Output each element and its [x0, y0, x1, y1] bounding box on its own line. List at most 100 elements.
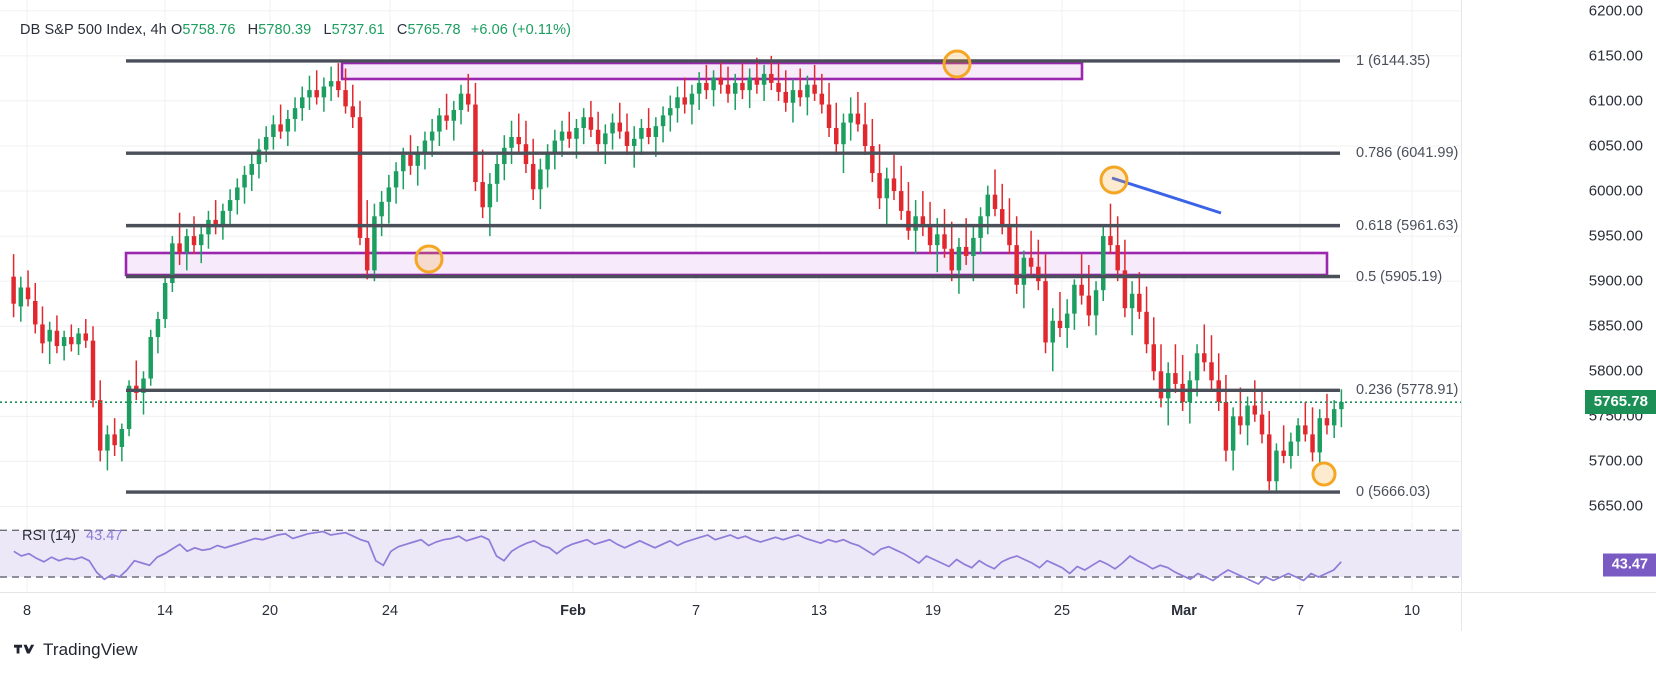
- candle-body: [170, 243, 175, 283]
- lower-demand-zone: [124, 251, 1329, 277]
- candle-body: [992, 194, 998, 210]
- descending-trendline: [1111, 176, 1222, 215]
- candle-body: [379, 201, 384, 217]
- candle-body: [11, 276, 16, 304]
- legend-open-label: O: [170, 22, 183, 38]
- candle-body: [141, 378, 146, 393]
- candle-body: [54, 330, 60, 347]
- candle-body: [1144, 311, 1149, 345]
- candle-body: [119, 428, 125, 448]
- candle-body: [1072, 284, 1077, 314]
- time-axis-tick: 10: [1403, 603, 1421, 619]
- candle-body: [1223, 401, 1229, 451]
- candle-body: [1158, 371, 1164, 399]
- candle-body: [18, 287, 24, 307]
- candle-body: [422, 140, 428, 154]
- candle-body: [177, 243, 182, 253]
- rsi-value-tag[interactable]: 43.47: [1602, 553, 1656, 577]
- candle-body: [855, 113, 861, 125]
- candle-body: [826, 104, 832, 128]
- candle-body: [509, 136, 514, 148]
- candle-body: [1324, 418, 1330, 426]
- candle-body: [1043, 281, 1048, 343]
- marker-lower-high: [1099, 165, 1129, 195]
- time-axis[interactable]: 8 14 20 24 Feb 7 13 19 25 Mar 7 10: [0, 592, 1461, 631]
- candle-body: [1238, 416, 1243, 426]
- candle-body: [1339, 401, 1344, 410]
- candle-body: [949, 248, 954, 271]
- candle-body: [33, 301, 38, 325]
- fib-label-0-618: 0.618 (5961.63): [1356, 217, 1459, 234]
- candle-body: [1028, 257, 1034, 267]
- candle-body: [350, 106, 356, 118]
- candle-body: [718, 77, 724, 85]
- tradingview-logo-icon: [14, 644, 35, 654]
- candle-body: [639, 127, 644, 139]
- price-axis-tick: 6150.00: [1588, 47, 1643, 65]
- candle-body: [646, 127, 651, 137]
- candle-body: [963, 246, 969, 256]
- rsi-label[interactable]: RSI (14): [22, 528, 76, 544]
- candle-body: [1303, 425, 1308, 435]
- candle-body: [530, 164, 536, 190]
- candle-body: [631, 138, 637, 146]
- time-axis-tick: 7: [1295, 603, 1305, 619]
- rsi-band-fill: [0, 530, 1461, 577]
- candle-body: [906, 210, 911, 231]
- current-price-tag[interactable]: 5765.78: [1584, 390, 1656, 415]
- rsi-pane[interactable]: [0, 521, 1461, 591]
- candle-body: [1266, 434, 1272, 482]
- price-axis-tick: 5650.00: [1588, 497, 1643, 515]
- price-chart-svg[interactable]: [0, 0, 1461, 520]
- candle-body: [249, 164, 254, 175]
- candle-body: [437, 115, 442, 132]
- fib-label-0-5: 0.5 (5905.19): [1356, 268, 1443, 285]
- candle-body: [725, 84, 731, 94]
- candle-body: [769, 73, 774, 83]
- candle-body: [328, 81, 334, 87]
- candle-body: [1086, 295, 1092, 316]
- candle-body: [935, 234, 940, 246]
- candle-body: [307, 90, 312, 98]
- candle-body: [797, 90, 803, 98]
- candle-body: [552, 140, 558, 154]
- candle-body: [732, 82, 738, 94]
- time-axis-tick: Feb: [560, 603, 586, 619]
- legend-change: +6.06 (+0.11%): [470, 22, 572, 38]
- candle-body: [668, 108, 673, 116]
- candle-body: [25, 287, 31, 300]
- candle-body: [812, 84, 817, 94]
- rsi-chart-svg[interactable]: [0, 521, 1461, 591]
- price-axis-tick: 5900.00: [1588, 272, 1643, 290]
- candle-body: [235, 187, 240, 201]
- legend-high-label: H: [247, 22, 259, 38]
- candle-body: [1137, 293, 1142, 312]
- candle-body: [1331, 409, 1337, 426]
- time-axis-tick: Mar: [1171, 603, 1197, 619]
- candle-body: [761, 73, 767, 85]
- candle-body: [465, 93, 471, 105]
- legend-symbol[interactable]: DB S&P 500 Index, 4h: [20, 22, 167, 38]
- candle-body: [891, 178, 897, 192]
- candle-body: [574, 127, 579, 139]
- candle-body: [660, 115, 666, 127]
- time-axis-tick: 25: [1053, 603, 1071, 619]
- legend-close-value: 5765.78: [407, 22, 461, 38]
- price-axis-tick: 6000.00: [1588, 182, 1643, 200]
- candle-body: [747, 77, 752, 91]
- candle-body: [1057, 320, 1063, 329]
- candle-body: [1122, 270, 1128, 309]
- chart-legend: DB S&P 500 Index, 4h O5758.76 H5780.39 L…: [20, 22, 571, 38]
- price-pane[interactable]: [0, 0, 1461, 520]
- candle-body: [227, 200, 233, 211]
- candle-body: [834, 127, 839, 145]
- price-axis[interactable]: 6200.00 6150.00 6100.00 6050.00 6000.00 5950.…: [1461, 0, 1656, 591]
- candle-body: [408, 155, 413, 166]
- candle-body: [689, 93, 695, 105]
- candle-body: [451, 109, 457, 121]
- marker-swing-low: [1311, 461, 1337, 487]
- candle-body: [841, 122, 846, 145]
- fib-label-1: 1 (6144.35): [1356, 52, 1431, 69]
- candle-body: [985, 194, 991, 217]
